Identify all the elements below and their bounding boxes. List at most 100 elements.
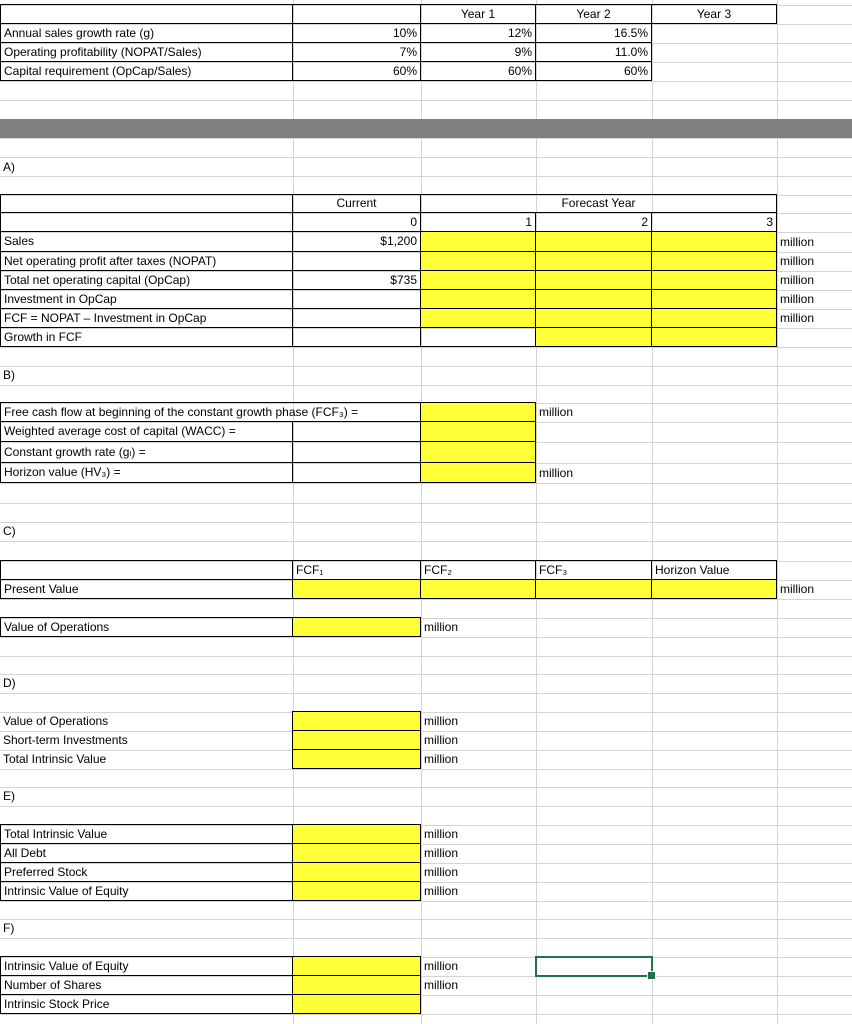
current-value xyxy=(292,288,421,309)
input-cell[interactable] xyxy=(420,250,536,271)
row-gridline xyxy=(0,328,852,329)
input-cell[interactable] xyxy=(292,748,421,769)
row-gridline xyxy=(0,976,852,977)
input-cell[interactable] xyxy=(535,230,652,252)
fill-handle[interactable] xyxy=(647,970,656,980)
pv-column-header: FCF₂ xyxy=(420,559,536,580)
input-cell[interactable] xyxy=(292,710,421,731)
input-cell[interactable] xyxy=(535,288,652,309)
row-gridline xyxy=(0,522,852,523)
row-gridline xyxy=(0,81,852,82)
input-cell[interactable] xyxy=(420,288,536,309)
row-label: Sales xyxy=(0,230,293,252)
unit-label: million xyxy=(421,882,536,901)
assumption-value-text: 60% xyxy=(623,63,648,78)
row-label-text: Free cash flow at beginning of the const… xyxy=(4,404,359,419)
assumption-label: Capital requirement (OpCap/Sales) xyxy=(0,60,293,81)
row-gridline xyxy=(0,712,852,713)
row-label-text: All Debt xyxy=(4,845,47,860)
input-cell[interactable] xyxy=(651,230,777,252)
year-header-text: Year 3 xyxy=(696,6,732,21)
pv-column-header-text: FCF₁ xyxy=(296,562,324,577)
selected-cell[interactable] xyxy=(535,955,656,980)
input-cell[interactable] xyxy=(651,250,777,271)
unit-label-text: million xyxy=(424,884,459,898)
row-gridline xyxy=(0,882,852,883)
column-gridline xyxy=(536,0,537,1024)
unit-label-text: million xyxy=(539,405,574,420)
current-value-text: $735 xyxy=(390,272,417,287)
assumption-value: 60% xyxy=(535,60,652,81)
table-header-blank xyxy=(0,559,293,580)
unit-label-text: million xyxy=(424,714,459,728)
input-cell[interactable] xyxy=(420,269,536,290)
input-cell[interactable] xyxy=(292,861,421,882)
input-cell[interactable] xyxy=(292,974,421,995)
value-of-operations-label: Value of Operations xyxy=(0,616,293,637)
input-cell[interactable] xyxy=(292,729,421,750)
empty-cell xyxy=(292,420,421,442)
unit-label-text: million xyxy=(424,827,459,841)
row-label-text: Net operating profit after taxes (NOPAT) xyxy=(4,253,217,268)
input-cell[interactable] xyxy=(651,326,777,347)
assumption-value: 9% xyxy=(420,42,536,62)
row-gridline xyxy=(0,806,852,807)
current-header: Current xyxy=(292,193,421,213)
input-cell[interactable] xyxy=(420,578,536,599)
input-cell[interactable] xyxy=(535,269,652,290)
row-label: Growth in FCF xyxy=(0,326,293,347)
row-gridline xyxy=(0,957,852,958)
row-gridline xyxy=(0,769,852,770)
assumption-value: 10% xyxy=(292,23,421,43)
input-cell[interactable] xyxy=(292,616,421,637)
row-gridline xyxy=(0,825,852,826)
row-gridline xyxy=(0,599,852,600)
row-label: Value of Operations xyxy=(0,712,293,731)
input-cell[interactable] xyxy=(535,250,652,271)
row-label-text: Investment in OpCap xyxy=(4,291,117,306)
input-cell[interactable] xyxy=(292,993,421,1014)
assumption-label-text: Annual sales growth rate (g) xyxy=(4,26,155,40)
assumption-value-text: 9% xyxy=(514,44,532,59)
input-cell[interactable] xyxy=(292,880,421,901)
assumptions-header-blank xyxy=(0,3,293,24)
input-cell[interactable] xyxy=(420,402,536,422)
current-value xyxy=(292,326,421,347)
current-value: $1,200 xyxy=(292,230,421,252)
year-number: 2 xyxy=(535,211,652,232)
row-gridline xyxy=(0,995,852,996)
assumption-value: 16.5% xyxy=(535,23,652,43)
input-cell[interactable] xyxy=(292,842,421,863)
assumption-value-text: 60% xyxy=(392,63,417,78)
input-cell[interactable] xyxy=(535,326,652,347)
input-cell[interactable] xyxy=(420,230,536,252)
input-cell[interactable] xyxy=(651,288,777,309)
input-cell[interactable] xyxy=(651,269,777,290)
input-cell[interactable] xyxy=(292,955,421,976)
input-cell[interactable] xyxy=(292,578,421,599)
year-header-text: Year 2 xyxy=(576,6,611,21)
input-cell[interactable] xyxy=(420,440,536,463)
input-cell[interactable] xyxy=(535,307,652,328)
current-value xyxy=(292,307,421,328)
unit-label-text: million xyxy=(780,234,815,249)
assumption-value-text: 60% xyxy=(507,63,532,78)
unit-label-text: million xyxy=(780,254,815,268)
unit-label: million xyxy=(421,957,536,976)
unit-label: million xyxy=(536,463,652,484)
row-label-text: FCF = NOPAT – Investment in OpCap xyxy=(4,310,207,325)
unit-label: million xyxy=(421,825,536,844)
row-gridline xyxy=(0,5,852,6)
row-gridline xyxy=(0,541,852,542)
input-cell[interactable] xyxy=(651,307,777,328)
unit-label-text: million xyxy=(539,465,574,480)
row-gridline xyxy=(0,347,852,348)
input-cell[interactable] xyxy=(420,307,536,328)
input-cell[interactable] xyxy=(535,578,652,599)
input-cell[interactable] xyxy=(292,823,421,844)
input-cell[interactable] xyxy=(651,578,777,599)
section-b-title: B) xyxy=(0,366,293,385)
row-gridline xyxy=(0,1014,852,1015)
input-cell[interactable] xyxy=(420,461,536,483)
input-cell[interactable] xyxy=(420,420,536,442)
